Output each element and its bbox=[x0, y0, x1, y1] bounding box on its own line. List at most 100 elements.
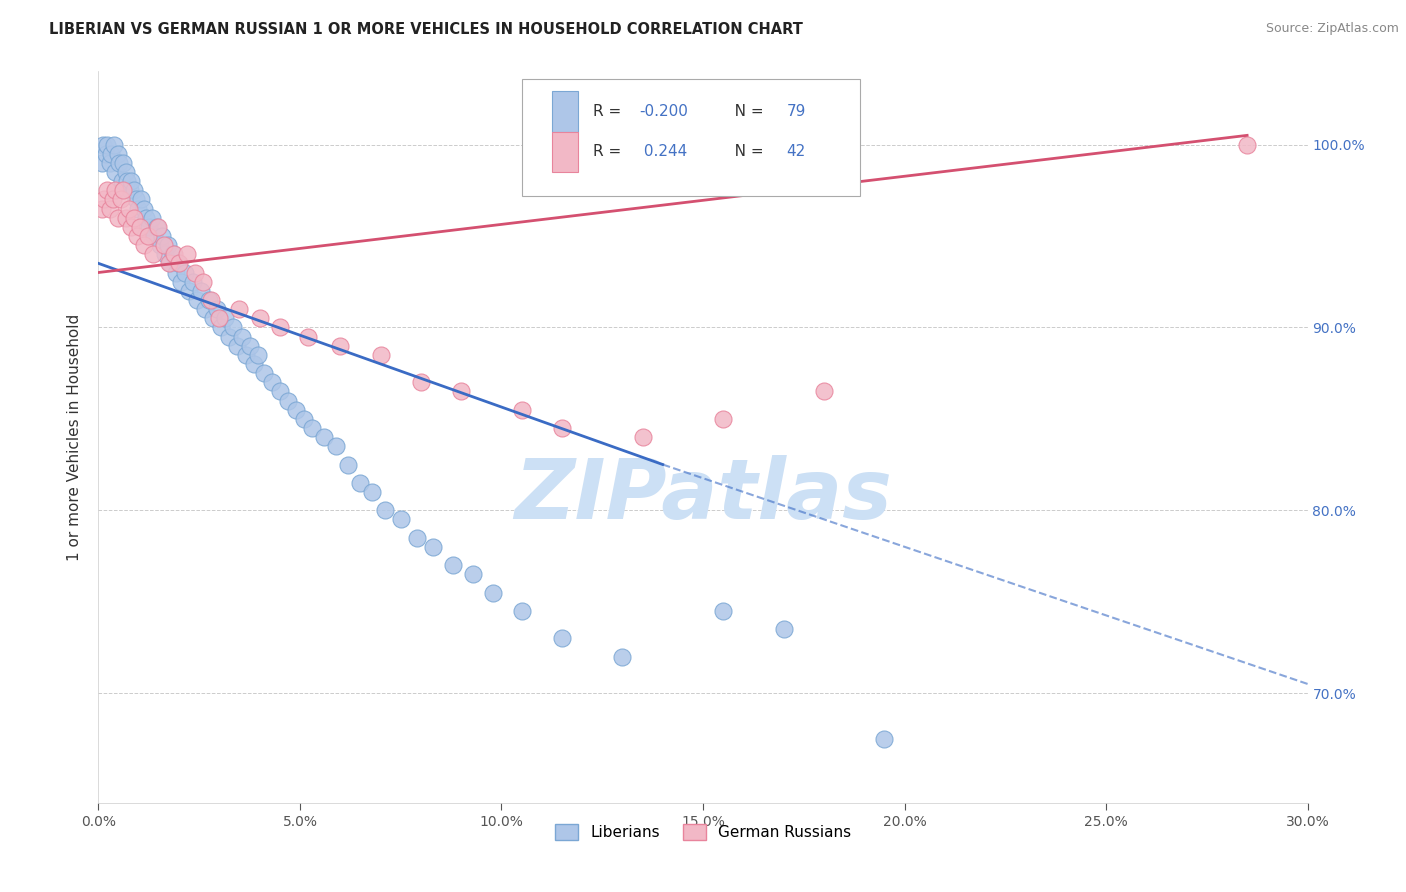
Point bbox=[200, 293, 222, 307]
Point bbox=[510, 402, 533, 417]
Point bbox=[239, 338, 262, 352]
Point bbox=[107, 211, 129, 225]
Point bbox=[711, 604, 734, 618]
Point bbox=[405, 531, 427, 545]
Point bbox=[551, 631, 574, 645]
Point bbox=[124, 192, 146, 206]
Point bbox=[218, 329, 240, 343]
Text: 79: 79 bbox=[786, 104, 806, 120]
Point bbox=[135, 211, 157, 225]
Text: 0.244: 0.244 bbox=[638, 145, 688, 160]
Point bbox=[122, 183, 145, 197]
Point bbox=[132, 238, 155, 252]
Point bbox=[551, 421, 574, 435]
Point bbox=[122, 211, 145, 225]
Point bbox=[176, 247, 198, 261]
Text: R =: R = bbox=[593, 145, 626, 160]
Text: ZIPatlas: ZIPatlas bbox=[515, 455, 891, 536]
Point bbox=[222, 320, 245, 334]
Point bbox=[207, 301, 229, 317]
Point bbox=[301, 421, 323, 435]
Point bbox=[374, 503, 396, 517]
Point bbox=[226, 338, 249, 352]
Point bbox=[98, 202, 121, 216]
Point bbox=[235, 348, 257, 362]
Point bbox=[1236, 137, 1258, 152]
Point bbox=[482, 585, 505, 599]
Point bbox=[152, 238, 174, 252]
FancyBboxPatch shape bbox=[551, 132, 578, 172]
Point bbox=[510, 604, 533, 618]
Point bbox=[114, 211, 136, 225]
Point bbox=[228, 301, 250, 317]
Point bbox=[128, 219, 150, 234]
Point bbox=[118, 202, 141, 216]
Point bbox=[117, 174, 139, 188]
Point bbox=[132, 202, 155, 216]
Point bbox=[772, 622, 794, 636]
Point bbox=[156, 238, 179, 252]
Point bbox=[409, 375, 432, 389]
Point bbox=[159, 256, 181, 270]
Point bbox=[167, 256, 190, 270]
Point bbox=[162, 247, 184, 261]
Point bbox=[297, 329, 319, 343]
Point bbox=[361, 484, 384, 499]
Point bbox=[125, 228, 148, 243]
Point bbox=[96, 183, 118, 197]
Point bbox=[98, 155, 121, 169]
Point bbox=[112, 183, 135, 197]
Point bbox=[389, 512, 412, 526]
Point bbox=[277, 393, 299, 408]
FancyBboxPatch shape bbox=[551, 92, 578, 132]
Point bbox=[260, 375, 283, 389]
Point bbox=[194, 301, 217, 317]
Point bbox=[112, 155, 135, 169]
Point bbox=[190, 284, 212, 298]
Point bbox=[167, 256, 190, 270]
Point bbox=[269, 384, 291, 399]
Point bbox=[463, 567, 485, 582]
Point bbox=[813, 384, 835, 399]
Point bbox=[104, 165, 127, 179]
Point bbox=[143, 228, 166, 243]
Point bbox=[711, 411, 734, 425]
Point bbox=[94, 146, 117, 161]
Point bbox=[198, 293, 221, 307]
Point bbox=[422, 540, 444, 554]
Point bbox=[202, 311, 225, 326]
Text: N =: N = bbox=[720, 145, 769, 160]
Point bbox=[209, 320, 232, 334]
Point bbox=[142, 247, 165, 261]
Text: Source: ZipAtlas.com: Source: ZipAtlas.com bbox=[1265, 22, 1399, 36]
Point bbox=[214, 311, 236, 326]
Point bbox=[136, 228, 159, 243]
Point bbox=[314, 430, 336, 444]
Point bbox=[91, 137, 114, 152]
Point bbox=[129, 192, 152, 206]
Point bbox=[121, 174, 143, 188]
Point bbox=[101, 192, 124, 206]
Point bbox=[246, 348, 269, 362]
Point bbox=[179, 284, 201, 298]
Point bbox=[165, 265, 187, 279]
Point bbox=[208, 311, 231, 326]
Point bbox=[111, 174, 134, 188]
Point bbox=[284, 402, 307, 417]
Text: -0.200: -0.200 bbox=[638, 104, 688, 120]
Point bbox=[269, 320, 291, 334]
Point bbox=[104, 183, 127, 197]
Point bbox=[146, 219, 169, 234]
Point bbox=[253, 366, 276, 380]
Point bbox=[349, 475, 371, 490]
Point bbox=[292, 411, 315, 425]
Point bbox=[631, 430, 654, 444]
Point bbox=[157, 256, 180, 270]
Point bbox=[249, 311, 271, 326]
Point bbox=[96, 137, 118, 152]
Point bbox=[329, 338, 352, 352]
Point bbox=[93, 192, 115, 206]
Point bbox=[90, 155, 112, 169]
Text: LIBERIAN VS GERMAN RUSSIAN 1 OR MORE VEHICLES IN HOUSEHOLD CORRELATION CHART: LIBERIAN VS GERMAN RUSSIAN 1 OR MORE VEH… bbox=[49, 22, 803, 37]
Point bbox=[146, 219, 169, 234]
